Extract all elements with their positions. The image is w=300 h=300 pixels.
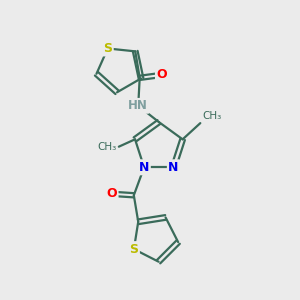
Text: N: N [139, 161, 149, 174]
Text: CH₃: CH₃ [97, 142, 116, 152]
Text: N: N [168, 161, 179, 174]
Text: O: O [157, 68, 167, 81]
Text: CH₃: CH₃ [203, 111, 222, 121]
Text: S: S [129, 243, 138, 256]
Text: HN: HN [128, 99, 148, 112]
Text: S: S [103, 42, 112, 55]
Text: O: O [106, 187, 117, 200]
